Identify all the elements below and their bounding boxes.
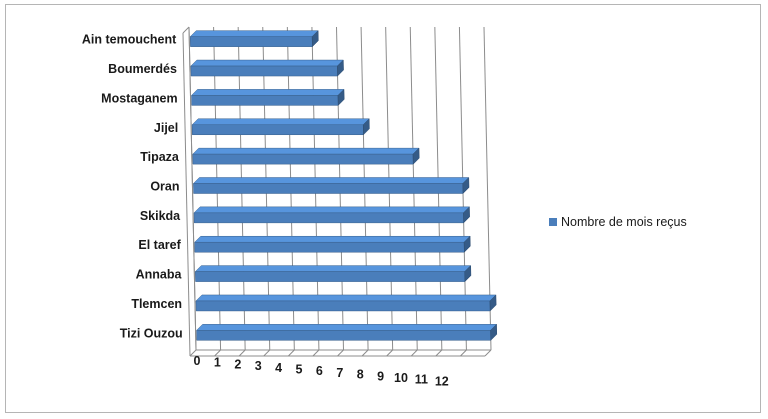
bar-end-face [311, 30, 319, 48]
bar-front-face [194, 241, 465, 253]
x-tick-label: 8 [357, 368, 364, 382]
bar [193, 206, 471, 224]
floor-gridline [410, 349, 418, 357]
bar-top-face [190, 89, 345, 96]
category-label: El taref [138, 238, 181, 252]
bar-end-face [337, 88, 345, 106]
gridline [188, 26, 197, 351]
bar [192, 147, 420, 165]
bar-front-face [192, 153, 414, 165]
floor-gridline [386, 349, 394, 357]
category-label: Jijel [154, 121, 178, 135]
bar-front-face [195, 271, 466, 282]
bar [194, 235, 471, 253]
bar-end-face [463, 206, 470, 224]
bar-top-face [189, 30, 319, 37]
bar-end-face [462, 176, 470, 195]
bar-top-face [195, 324, 498, 331]
category-label: Tlemcen [131, 297, 182, 311]
bar-end-face [362, 118, 370, 136]
category-labels: Ain temouchent Boumerdés Mostaganem Jijel Ti… [82, 33, 183, 341]
category-label: Tizi Ouzou [120, 326, 183, 340]
floor-gridline [312, 349, 320, 357]
bar-end-face [490, 323, 498, 341]
floor-gridline [214, 349, 221, 357]
bar-top-face [191, 118, 370, 126]
x-tick-label: 7 [336, 366, 343, 380]
category-label: Mostaganem [101, 91, 177, 105]
legend-label: Nombre de mois reçus [561, 215, 687, 229]
bar-front-face [191, 95, 339, 106]
bar-end-face [337, 59, 344, 77]
floor-gridline [238, 349, 246, 357]
bar-front-face [190, 65, 338, 77]
x-tick-label: 2 [234, 357, 241, 371]
bar [195, 294, 497, 312]
bar-front-face [193, 212, 464, 224]
bar-top-face [190, 59, 344, 67]
floor-gridline [460, 349, 467, 357]
bar-end-face [463, 235, 471, 253]
bar-top-face [194, 265, 472, 272]
bar [190, 59, 344, 77]
x-tick-label: 5 [296, 363, 303, 377]
chart-frame: Ain temouchent Boumerdés Mostaganem Jijel Ti… [5, 4, 761, 413]
bar-top-face [192, 147, 420, 155]
bar-top-face [192, 177, 470, 184]
bar [191, 118, 370, 136]
bar [192, 176, 470, 195]
floor-gridline [484, 349, 492, 357]
x-tick-label: 12 [435, 374, 449, 388]
category-label: Ain temouchent [82, 33, 177, 47]
x-tick-label: 6 [316, 364, 323, 378]
bar-end-face [412, 147, 420, 165]
floor-gridline [361, 349, 369, 357]
category-label: Annaba [136, 268, 183, 282]
bar-front-face [195, 300, 491, 312]
bar [190, 88, 345, 106]
bar-chart: Ain temouchent Boumerdés Mostaganem Jijel Ti… [82, 26, 687, 388]
category-label: Skikda [140, 209, 181, 223]
x-tick-label: 3 [255, 359, 262, 373]
bar-top-face [195, 294, 497, 302]
x-tick-label: 10 [394, 371, 408, 385]
floor-gridline [435, 349, 443, 357]
category-label: Tipaza [140, 150, 180, 164]
bar-top-face [194, 235, 471, 243]
wall-top-edge [182, 26, 190, 34]
floor-gridline [337, 349, 344, 357]
bars [189, 30, 498, 341]
legend: Nombre de mois reçus [549, 215, 687, 229]
floor-gridline [287, 349, 295, 357]
bar-top-face [193, 206, 471, 214]
category-label: Oran [150, 180, 179, 194]
bar-end-face [464, 265, 472, 283]
x-tick-label: 1 [214, 356, 221, 370]
category-axis-line [182, 32, 191, 357]
x-tick-labels: 0 1 2 3 4 5 6 7 8 9 10 11 12 [194, 354, 449, 388]
bar-front-face [191, 124, 364, 136]
bar [194, 265, 472, 283]
x-tick-label: 0 [194, 354, 201, 368]
bar [189, 30, 319, 48]
bar [195, 323, 498, 341]
category-label: Boumerdés [108, 62, 177, 76]
bar-front-face [193, 183, 464, 194]
floor-gridline [263, 349, 271, 357]
x-tick-label: 11 [415, 373, 428, 387]
floor-gridline [189, 349, 197, 357]
x-tick-label: 9 [377, 369, 384, 383]
legend-swatch [549, 218, 557, 226]
x-tick-label: 4 [275, 361, 282, 375]
bar-end-face [489, 294, 497, 312]
bar-front-face [189, 36, 313, 47]
bar-front-face [196, 330, 492, 341]
